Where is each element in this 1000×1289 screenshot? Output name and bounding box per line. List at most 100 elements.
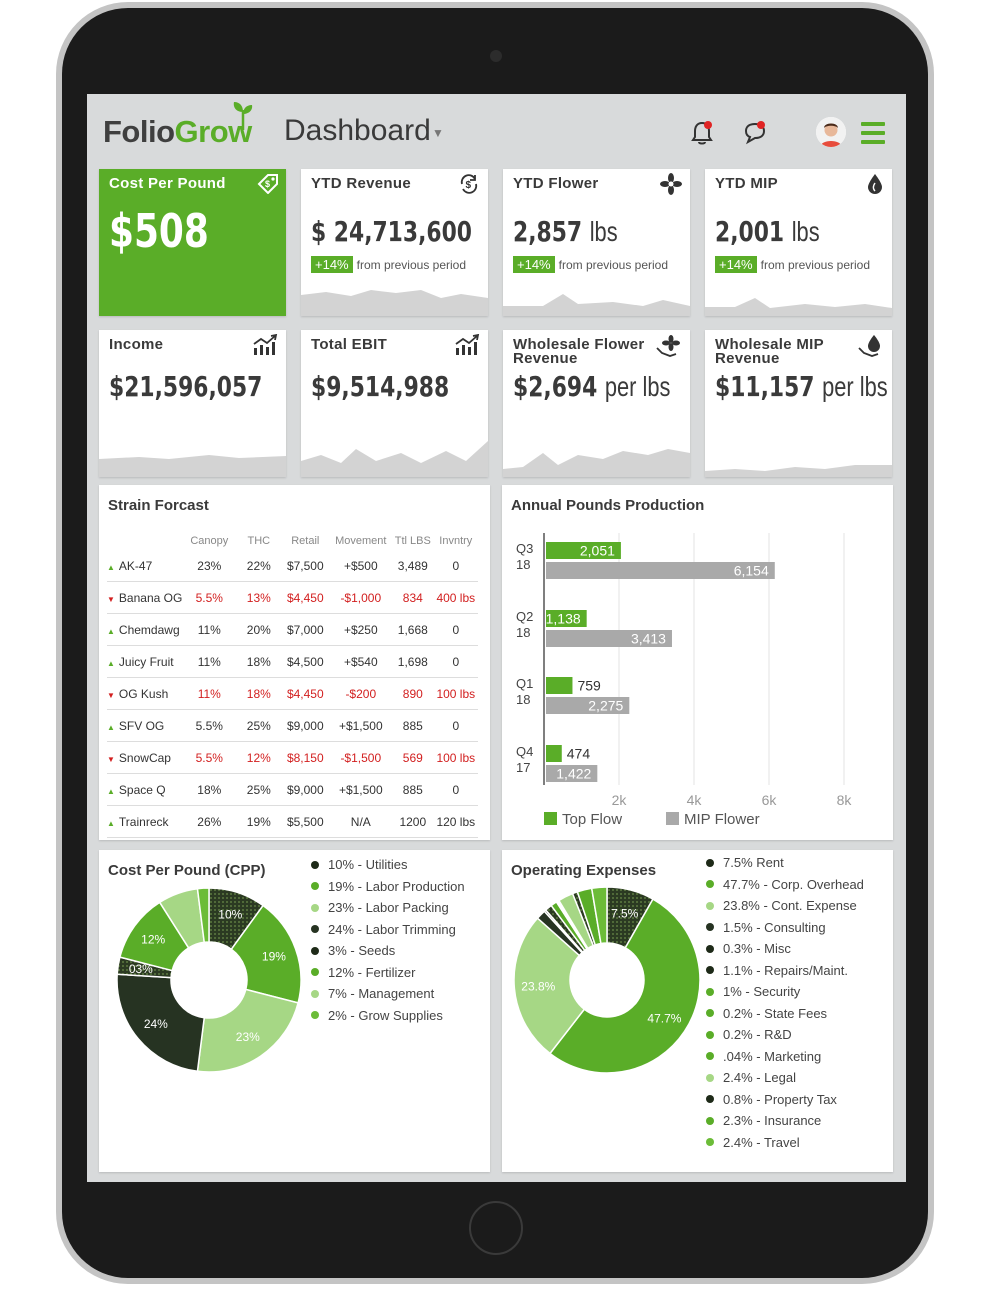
legend-item[interactable]: 0.2% - State Fees [706, 1003, 864, 1025]
legend-dot [311, 882, 319, 891]
kpi-card-wholesale-mip-revenue[interactable]: Wholesale MIP Revenue $11,157 per lbs [705, 330, 892, 477]
bar[interactable] [546, 630, 672, 647]
kpi-card-ytd-flower[interactable]: YTD Flower 2,857 lbs +14% from previous p… [503, 169, 690, 316]
pie-slice[interactable] [116, 973, 206, 1073]
cell-retail: $7,500 [281, 550, 330, 582]
trend-up-icon: ▲ [107, 818, 115, 828]
cell-canopy: 11% [182, 613, 237, 646]
column-header[interactable] [107, 532, 182, 550]
table-row[interactable]: ▼ SnowCap 5.5% 12% $8,150 -$1,500 569 100 lbs [107, 741, 479, 774]
bar[interactable] [546, 745, 562, 762]
legend-item[interactable]: 2% - Grow Supplies [311, 1005, 465, 1027]
sparkline [301, 290, 488, 316]
legend-label: 0.2% - State Fees [723, 1005, 828, 1021]
sparkline [503, 449, 690, 477]
cell-movement: -$1,000 [329, 581, 393, 614]
legend-item[interactable]: 12% - Fertilizer [311, 962, 465, 984]
flower-icon [660, 173, 682, 195]
column-header[interactable]: Canopy [190, 535, 229, 547]
table-row[interactable]: ▲ AK-47 23% 22% $7,500 +$500 3,489 0 [107, 550, 479, 582]
column-header[interactable]: Retail [291, 535, 320, 547]
column-header[interactable]: Movement [335, 535, 387, 547]
kpi-card-cost-per-pound[interactable]: Cost Per Pound $508 $ [99, 169, 286, 316]
legend-item[interactable]: 0.2% - R&D [706, 1024, 864, 1046]
pie-slice[interactable] [590, 886, 608, 945]
legend-item[interactable]: 23% - Labor Packing [311, 897, 465, 919]
hamburger-menu-icon[interactable] [861, 122, 885, 149]
legend-item[interactable]: 24% - Labor Trimming [311, 919, 465, 941]
bar[interactable] [546, 610, 587, 627]
legend-item[interactable]: 23.8% - Cont. Expense [706, 895, 864, 917]
legend-label: 7.5% Rent [723, 855, 784, 871]
strain-name: ▲ AK-47 [107, 550, 183, 582]
slice-label: 03% [129, 962, 153, 976]
legend-item[interactable]: .04% - Marketing [706, 1046, 864, 1068]
legend-item[interactable]: 19% - Labor Production [311, 876, 465, 898]
bar[interactable] [546, 765, 598, 782]
pie-slice[interactable] [196, 988, 300, 1073]
trend-up-icon: ▲ [107, 786, 115, 796]
kpi-card-ytd-revenue[interactable]: YTD Revenue $ 24,713,600 +14% from previo… [301, 169, 488, 316]
foliogrow-logo[interactable]: FolioGrow [103, 114, 252, 149]
pie-slice[interactable] [230, 904, 302, 1004]
legend-item[interactable]: 2.4% - Travel [706, 1132, 864, 1154]
kpi-card-wholesale-flower-revenue[interactable]: Wholesale Flower Revenue $2,694 per lbs [503, 330, 690, 477]
table-row[interactable]: ▲ Juicy Fruit 11% 18% $4,500 +$540 1,698 0 [107, 645, 479, 678]
legend-item[interactable]: 1% - Security [706, 981, 864, 1003]
column-header[interactable]: THC [247, 535, 271, 547]
legend-item[interactable]: 1.1% - Repairs/Maint. [706, 960, 864, 982]
bar[interactable] [546, 562, 775, 579]
x-tick-label: 8k [837, 792, 853, 808]
column-header[interactable]: Invntry [439, 535, 473, 547]
slice-label: 47.7% [647, 1011, 681, 1025]
legend-item[interactable]: 10% - Utilities [311, 854, 465, 876]
pie-slice[interactable] [513, 917, 586, 1055]
opex-panel: Operating Expenses 7.5% 47.7% 23.8% 7.5% R… [502, 850, 893, 1172]
bar[interactable] [546, 542, 621, 559]
chat-icon[interactable] [743, 120, 767, 146]
bar[interactable] [546, 677, 573, 694]
legend-item[interactable]: 7% - Management [311, 983, 465, 1005]
bar[interactable] [546, 697, 630, 714]
chevron-down-icon[interactable]: ▼ [432, 126, 444, 140]
avatar[interactable] [816, 117, 846, 147]
legend-item[interactable]: 7.5% Rent [706, 852, 864, 874]
pie-slice[interactable] [548, 898, 701, 1074]
pie-slice[interactable] [196, 887, 210, 944]
column-header[interactable]: Ttl LBS [394, 535, 431, 547]
slice-label: 7.5% [611, 906, 639, 920]
bar-value-label: 474 [567, 746, 591, 762]
legend-item[interactable]: 2.3% - Insurance [706, 1110, 864, 1132]
kpi-card-ytd-mip[interactable]: YTD MIP 2,001 lbs +14% from previous peri… [705, 169, 892, 316]
legend-item[interactable]: 2.4% - Legal [706, 1067, 864, 1089]
legend-item[interactable]: 47.7% - Corp. Overhead [706, 874, 864, 896]
avatar-icon [816, 117, 846, 147]
table-row[interactable]: ▲ Trainreck 26% 19% $5,500 N/A 1200 120 lbs [107, 805, 479, 838]
strain-name: ▲ Trainreck [107, 805, 183, 838]
legend-dot [311, 1011, 319, 1020]
legend-item[interactable]: 0.3% - Misc [706, 938, 864, 960]
legend-label: Top Flow [562, 811, 622, 828]
legend-label: .04% - Marketing [723, 1048, 822, 1064]
table-row[interactable]: ▲ SFV OG 5.5% 25% $9,000 +$1,500 885 0 [107, 709, 479, 742]
table-row[interactable]: ▲ Space Q 18% 25% $9,000 +$1,500 885 0 [107, 773, 479, 806]
legend-label: 1% - Security [723, 984, 801, 1000]
kpi-label: YTD Revenue [311, 175, 411, 192]
legend-dot [311, 989, 319, 998]
cell-ttl: 3,489 [392, 550, 434, 582]
legend-item[interactable]: 3% - Seeds [311, 940, 465, 962]
bar-value-label: 3,413 [631, 631, 666, 647]
legend-item[interactable]: 1.5% - Consulting [706, 917, 864, 939]
table-row[interactable]: ▲ Chemdawg 11% 20% $7,000 +$250 1,668 0 [107, 613, 479, 646]
bar-value-label: 1,138 [546, 611, 581, 627]
kpi-card-total-ebit[interactable]: Total EBIT $9,514,988 [301, 330, 488, 477]
cell-movement: -$1,500 [329, 741, 393, 774]
chat-notification-dot [757, 121, 765, 129]
legend-item[interactable]: 0.8% - Property Tax [706, 1089, 864, 1111]
table-row[interactable]: ▼ Banana OG 5.5% 13% $4,450 -$1,000 834 400 lbs [107, 581, 479, 614]
legend-label: 3% - Seeds [328, 943, 396, 959]
kpi-card-income[interactable]: Income $21,596,057 [99, 330, 286, 477]
category-label: Q2 [516, 609, 533, 624]
kpi-value: $9,514,988 [311, 370, 450, 403]
table-row[interactable]: ▼ OG Kush 11% 18% $4,450 -$200 890 100 lbs [107, 677, 479, 710]
